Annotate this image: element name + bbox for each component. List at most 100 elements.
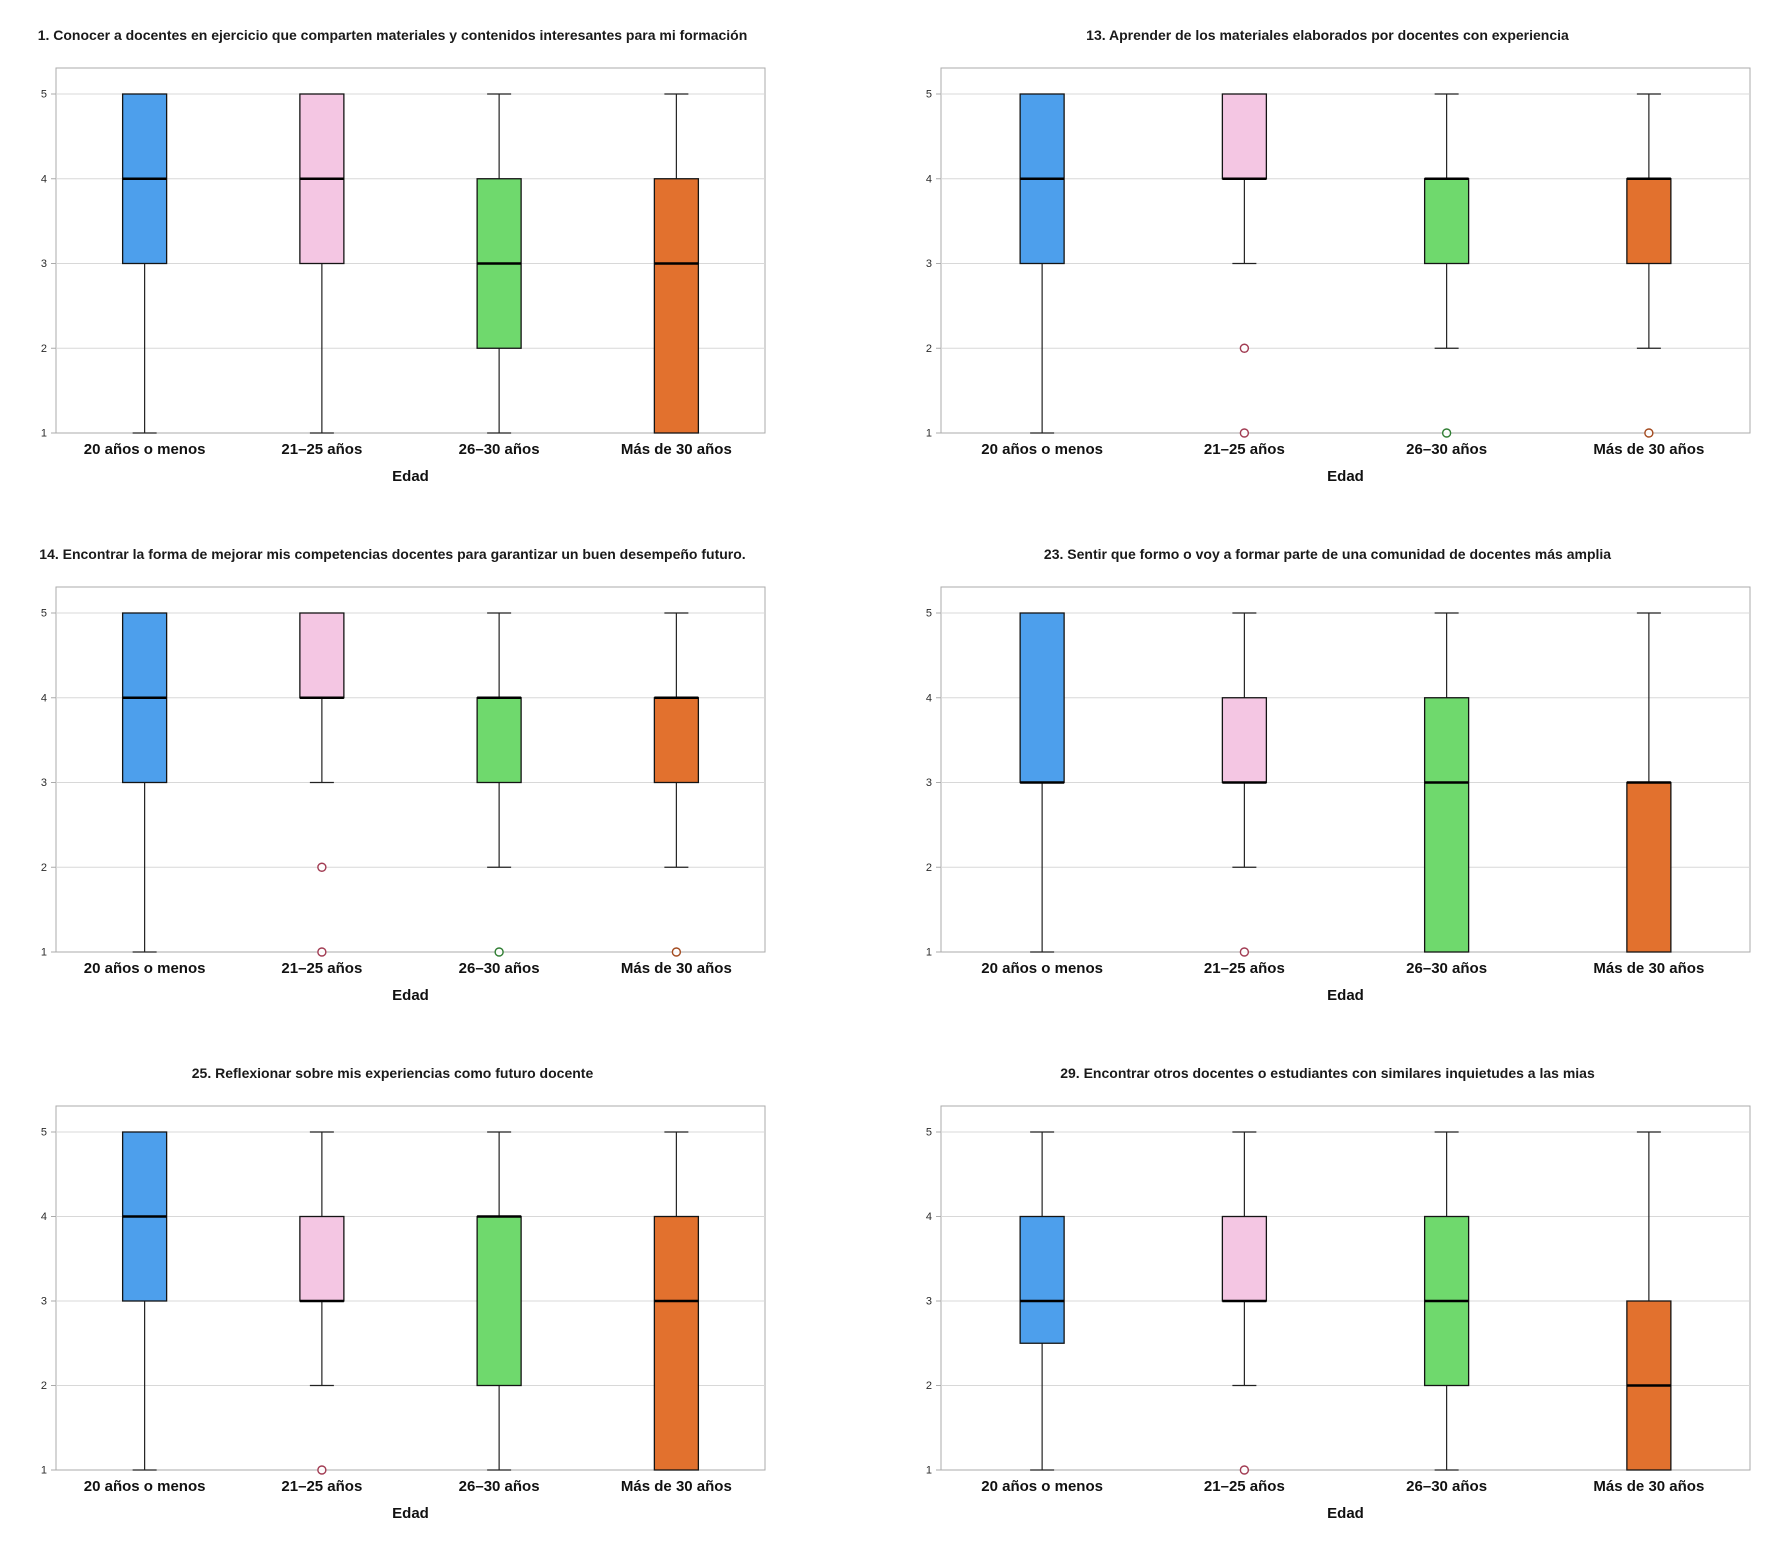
box xyxy=(476,697,522,784)
boxplot-svg: 1 2 3 4 5 20 años o menos 21–25 años 26–30 años… xyxy=(926,1105,1751,1522)
chart-title-q23: 23. Sentir que formo o voy a formar part… xyxy=(1043,545,1612,562)
plot-area-q29: 1 2 3 4 5 20 años o menos 21–25 años 26–30 años… xyxy=(885,1096,1770,1535)
y-tick-label: 3 xyxy=(41,777,47,789)
y-tick-label: 2 xyxy=(926,862,932,874)
y-tick-label: 5 xyxy=(926,1127,932,1139)
plot-area-q25: 1 2 3 4 5 20 años o menos 21–25 años 26–30 años… xyxy=(0,1096,785,1535)
box-group xyxy=(1019,612,1065,953)
box-group xyxy=(299,93,345,434)
outlier-point xyxy=(317,947,327,957)
box xyxy=(1221,697,1268,784)
x-category-label: Más de 30 años xyxy=(1593,960,1704,977)
outlier-point xyxy=(671,947,682,957)
box-group xyxy=(1221,1131,1268,1475)
y-tick-label: 4 xyxy=(41,173,47,185)
chart-q01: 1. Conocer a docentes en ejercicio que c… xyxy=(0,0,785,519)
y-tick-label: 5 xyxy=(41,1127,47,1139)
x-category-label: 26–30 años xyxy=(459,441,540,458)
box xyxy=(653,697,700,784)
x-category-label: 26–30 años xyxy=(1406,1478,1487,1495)
outlier-point xyxy=(1239,947,1250,957)
plot-frame xyxy=(940,586,1751,953)
x-category-label: 26–30 años xyxy=(1406,960,1487,977)
chart-q23: 23. Sentir que formo o voy a formar part… xyxy=(885,519,1770,1038)
y-tick-label: 4 xyxy=(926,1211,932,1223)
y-tick-label: 3 xyxy=(41,258,47,270)
outlier-point xyxy=(1644,428,1654,438)
y-tick-label: 4 xyxy=(41,1211,47,1223)
x-category-label: 21–25 años xyxy=(281,960,362,977)
plot-frame xyxy=(55,1105,766,1471)
y-tick-label: 4 xyxy=(41,692,47,704)
box xyxy=(653,178,700,434)
x-category-label: 20 años o menos xyxy=(84,960,206,977)
y-tick-label: 1 xyxy=(926,947,932,959)
x-category-label: 20 años o menos xyxy=(84,441,206,458)
box-group xyxy=(1626,93,1672,438)
x-category-label: 20 años o menos xyxy=(84,1478,206,1495)
outlier-point xyxy=(317,1465,327,1475)
box xyxy=(1626,781,1672,953)
box-group xyxy=(121,1131,168,1471)
x-category-label: 21–25 años xyxy=(281,1478,362,1495)
outlier-point xyxy=(1441,428,1452,438)
box-group xyxy=(476,1131,522,1471)
box-group xyxy=(1221,93,1268,438)
y-tick-label: 2 xyxy=(41,862,47,874)
x-category-label: Más de 30 años xyxy=(621,960,732,977)
box xyxy=(1019,1215,1065,1344)
y-tick-label: 5 xyxy=(41,608,47,620)
x-category-label: 26–30 años xyxy=(459,960,540,977)
box xyxy=(299,1215,345,1302)
box xyxy=(299,612,345,699)
boxplot-svg: 1 2 3 4 5 20 años o menos 21–25 años 26–30 años… xyxy=(41,67,766,485)
y-tick-label: 3 xyxy=(926,1296,932,1308)
plot-area-q13: 1 2 3 4 5 20 años o menos 21–25 años 26–30 años… xyxy=(885,58,1770,498)
x-category-label: 20 años o menos xyxy=(981,441,1103,458)
y-tick-label: 3 xyxy=(926,777,932,789)
boxplot-svg: 1 2 3 4 5 20 años o menos 21–25 años 26–30 años… xyxy=(926,586,1751,1004)
y-tick-label: 1 xyxy=(926,1465,932,1477)
y-tick-label: 3 xyxy=(41,1296,47,1308)
box-group xyxy=(1019,93,1065,434)
x-category-label: 20 años o menos xyxy=(981,1478,1103,1495)
box xyxy=(1626,178,1672,265)
plot-frame xyxy=(940,67,1751,434)
box-group xyxy=(1626,1131,1672,1471)
x-axis-title: Edad xyxy=(392,1505,429,1522)
plot-area-q14: 1 2 3 4 5 20 años o menos 21–25 años 26–30 años… xyxy=(0,577,785,1017)
plot-area-q01: 1 2 3 4 5 20 años o menos 21–25 años 26–30 años… xyxy=(0,58,785,498)
box-group xyxy=(476,612,522,957)
box-group xyxy=(1423,93,1470,438)
box-group xyxy=(121,93,168,434)
chart-q13: 13. Aprender de los materiales elaborado… xyxy=(885,0,1770,519)
y-tick-label: 4 xyxy=(926,692,932,704)
plot-frame xyxy=(55,67,766,434)
box-group xyxy=(653,1131,700,1471)
chart-title-q13: 13. Aprender de los materiales elaborado… xyxy=(1086,26,1569,43)
x-category-label: Más de 30 años xyxy=(1593,1478,1704,1495)
plot-frame xyxy=(940,1105,1751,1471)
x-axis-title: Edad xyxy=(392,987,429,1004)
chart-title-q29: 29. Encontrar otros docentes o estudiant… xyxy=(1060,1064,1595,1081)
y-tick-label: 5 xyxy=(926,608,932,620)
y-tick-label: 5 xyxy=(41,89,47,101)
chart-title-q14: 14. Encontrar la forma de mejorar mis co… xyxy=(39,545,746,562)
plot-frame xyxy=(55,586,766,953)
box xyxy=(1423,178,1470,265)
box-group xyxy=(1423,612,1470,953)
box xyxy=(476,1215,522,1387)
box-group xyxy=(653,93,700,434)
y-tick-label: 2 xyxy=(926,1380,932,1392)
y-tick-label: 2 xyxy=(926,343,932,355)
y-tick-label: 5 xyxy=(926,89,932,101)
x-axis-title: Edad xyxy=(1327,1505,1364,1522)
outlier-point xyxy=(1239,428,1250,438)
y-tick-label: 1 xyxy=(41,428,47,440)
chart-q25: 25. Reflexionar sobre mis experiencias c… xyxy=(0,1038,785,1556)
x-category-label: Más de 30 años xyxy=(1593,441,1704,458)
plot-area-q23: 1 2 3 4 5 20 años o menos 21–25 años 26–30 años… xyxy=(885,577,1770,1017)
x-category-label: 20 años o menos xyxy=(981,960,1103,977)
box-group xyxy=(476,93,522,434)
x-axis-title: Edad xyxy=(1327,987,1364,1004)
